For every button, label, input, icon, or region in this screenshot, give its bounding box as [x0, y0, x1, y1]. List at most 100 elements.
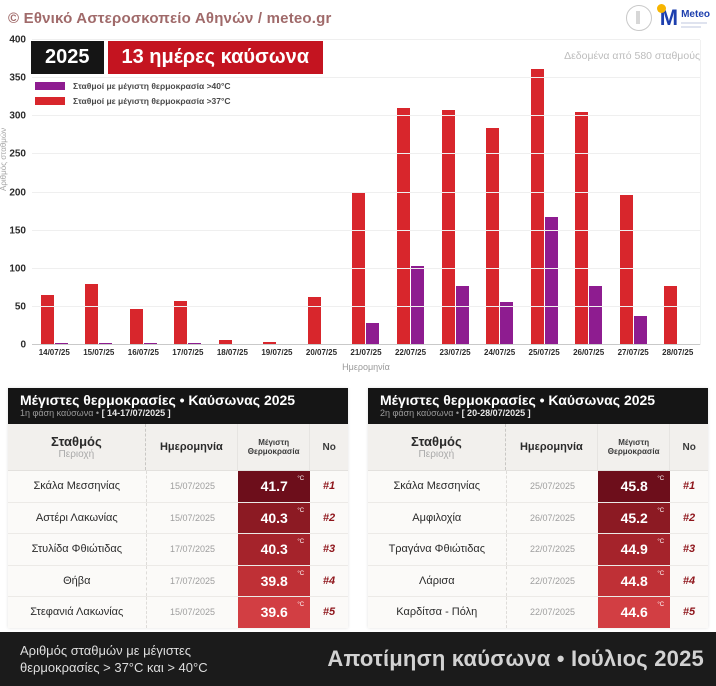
gridline — [32, 229, 700, 231]
column-headers: Σταθμός Περιοχή Ημερομηνία Μέγιστη Θερμοκρ… — [8, 424, 348, 471]
table-title: Μέγιστες θερμοκρασίες • Καύσωνας 2025 — [20, 392, 296, 408]
bar-chart: Αριθμός σταθμών 0 50 100 150 200 250 300 350 400… — [0, 35, 716, 386]
bar-group — [486, 40, 514, 345]
meteo-logo: M Meteo — [656, 4, 710, 29]
table-row: Λάρισα 22/07/2025 44.8 °C #4 — [368, 565, 708, 597]
bar-over37 — [129, 309, 143, 345]
bar-group — [352, 40, 380, 345]
chart-title-badges: 2025 13 ημέρες καύσωνα — [31, 41, 324, 74]
table-subtitle: 1η φάση καύσωνα • [ 14-17/07/2025 ] — [20, 408, 171, 418]
table-row: Στυλίδα Φθιώτιδας 17/07/2025 40.3 °C #3 — [8, 534, 348, 566]
x-tick-label: 14/07/25 — [38, 348, 70, 357]
station-name: Καρδίτσα - Πόλη — [368, 597, 507, 628]
rank-badge: #4 — [322, 574, 336, 587]
gridline — [32, 267, 700, 269]
footer-description: Αριθμός σταθμών με μέγιστες θερμοκρασίες… — [20, 643, 208, 675]
x-tick-label: 19/07/25 — [261, 348, 293, 357]
x-axis-title: Ημερομηνία — [342, 362, 390, 372]
observation-date: 22/07/2025 — [529, 544, 575, 555]
footer-title: Αποτίμηση καύσωνα • Ιούλιος 2025 — [327, 646, 704, 671]
y-tick-label: 400 — [9, 34, 26, 46]
station-name: Θήβα — [8, 565, 147, 596]
table-subtitle: 2η φάση καύσωνα • [ 20-28/07/2025 ] — [380, 408, 531, 418]
station-name: Σκάλα Μεσσηνίας — [368, 471, 507, 502]
bar-group — [263, 40, 291, 345]
y-tick-label: 150 — [9, 225, 26, 237]
gridline — [32, 305, 700, 307]
x-tick-label: 16/07/25 — [127, 348, 159, 357]
copyright-text: © Εθνικό Αστεροσκοπείο Αθηνών / meteo.gr — [8, 9, 332, 27]
station-name: Στυλίδα Φθιώτιδας — [8, 534, 147, 565]
observation-date: 26/07/2025 — [529, 512, 575, 523]
max-temperature: 39.6 °C — [238, 597, 311, 628]
bar-group — [619, 40, 647, 345]
table-row: Τραγάνα Φθιώτιδας 22/07/2025 44.9 °C #3 — [368, 534, 708, 566]
bar-over37 — [486, 127, 500, 345]
table-header: Μέγιστες θερμοκρασίες • Καύσωνας 2025 2η… — [368, 388, 708, 424]
observatory-seal-icon — [625, 5, 652, 31]
x-tick-label: 18/07/25 — [216, 348, 248, 357]
bar-over37 — [263, 341, 277, 345]
legend-item-over37: Σταθμοί με μέγιστη θερμοκρασία >37°C — [35, 96, 231, 106]
y-tick-label: 250 — [9, 148, 26, 160]
x-axis-labels: 14/07/25 15/07/25 16/07/25 17/07/25 18/07/25… — [32, 348, 700, 357]
bar-over40 — [188, 342, 202, 345]
gridline — [32, 153, 700, 155]
observation-date: 22/07/2025 — [529, 575, 575, 586]
max-temperature: 40.3 °C — [238, 502, 311, 533]
meteo-dot-icon — [656, 4, 666, 13]
table-phase1: Μέγιστες θερμοκρασίες • Καύσωνας 2025 1η… — [8, 388, 348, 628]
max-temperature: 45.8 °C — [598, 471, 671, 502]
station-name: Σκάλα Μεσσηνίας — [8, 471, 147, 502]
rank-badge: #2 — [682, 511, 696, 524]
bar-over40 — [544, 216, 558, 345]
bar-group — [441, 40, 469, 345]
bar-over37 — [441, 110, 455, 345]
bar-over37 — [85, 284, 99, 345]
max-temperature: 40.3 °C — [238, 534, 311, 565]
rank-badge: #3 — [322, 543, 336, 556]
gridline — [32, 344, 700, 345]
logos: M Meteo — [625, 4, 710, 31]
bar-group — [85, 40, 113, 345]
bar-over37 — [307, 296, 321, 345]
legend-swatch-purple — [35, 82, 65, 90]
legend: Σταθμοί με μέγιστη θερμοκρασία >40°C Στα… — [35, 81, 231, 111]
station-name: Λάρισα — [368, 565, 507, 596]
y-tick-label: 0 — [20, 339, 26, 351]
y-tick-label: 50 — [14, 301, 26, 313]
bar-group — [575, 40, 603, 345]
y-tick-label: 350 — [9, 72, 26, 84]
bar-group — [664, 40, 692, 345]
gridline — [32, 77, 700, 79]
table-row: Θήβα 17/07/2025 39.8 °C #4 — [8, 565, 348, 597]
bar-over40 — [633, 316, 647, 345]
meteo-logo-text: Meteo — [681, 9, 710, 20]
rank-badge: #1 — [682, 480, 696, 493]
x-tick-label: 24/07/25 — [484, 348, 516, 357]
x-tick-label: 20/07/25 — [305, 348, 338, 357]
y-tick-label: 100 — [9, 263, 26, 275]
observation-date: 15/07/2025 — [169, 607, 215, 618]
bar-over40 — [99, 342, 113, 345]
bar-over37 — [40, 295, 54, 345]
rank-badge: #1 — [322, 480, 336, 493]
max-temperature: 41.7 °C — [238, 471, 311, 502]
y-axis: 0 50 100 150 200 250 300 350 400 — [0, 35, 28, 351]
bar-over37 — [664, 285, 678, 345]
bar-over40 — [500, 301, 514, 345]
table-title: Μέγιστες θερμοκρασίες • Καύσωνας 2025 — [380, 392, 656, 408]
table-phase2: Μέγιστες θερμοκρασίες • Καύσωνας 2025 2η… — [368, 388, 708, 628]
bar-over37 — [575, 112, 589, 345]
bar-group — [530, 40, 558, 345]
x-tick-label: 17/07/25 — [172, 348, 204, 357]
observation-date: 15/07/2025 — [169, 481, 215, 492]
rank-badge: #2 — [322, 511, 336, 524]
observation-date: 17/07/2025 — [169, 544, 215, 555]
table-row: Αμφιλοχία 26/07/2025 45.2 °C #2 — [368, 502, 708, 534]
bar-group — [397, 40, 425, 345]
max-temperature: 44.8 °C — [598, 565, 671, 596]
observation-date: 22/07/2025 — [529, 607, 575, 618]
tables-section: Μέγιστες θερμοκρασίες • Καύσωνας 2025 1η… — [0, 386, 716, 632]
bar-group — [174, 40, 202, 345]
